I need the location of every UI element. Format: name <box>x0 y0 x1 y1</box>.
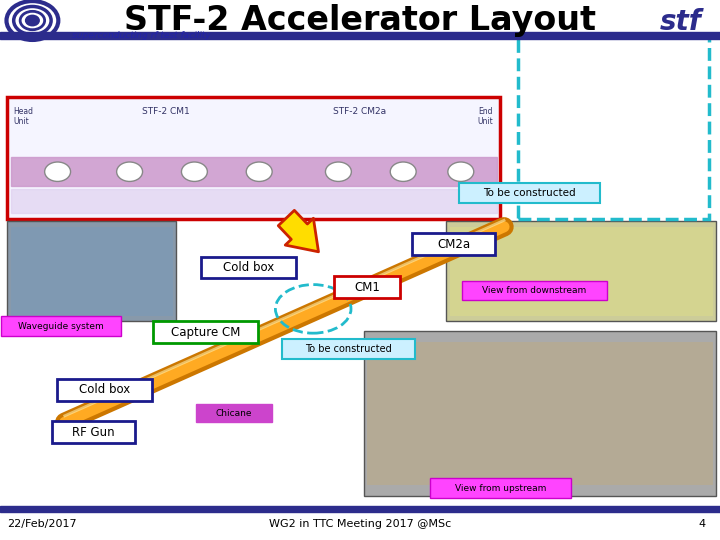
FancyBboxPatch shape <box>57 379 152 401</box>
Circle shape <box>390 162 416 181</box>
Text: To be constructed: To be constructed <box>483 188 575 198</box>
FancyBboxPatch shape <box>430 478 571 498</box>
Text: STF-2 CM2a: STF-2 CM2a <box>333 107 387 116</box>
Bar <box>367 342 713 485</box>
FancyBboxPatch shape <box>7 97 500 219</box>
Circle shape <box>117 162 143 181</box>
FancyBboxPatch shape <box>1 316 121 336</box>
FancyBboxPatch shape <box>201 256 296 278</box>
Text: 22/Feb/2017: 22/Feb/2017 <box>7 519 77 529</box>
Text: Cold box: Cold box <box>78 383 130 396</box>
Text: STF-2 Accelerator Layout: STF-2 Accelerator Layout <box>124 4 596 37</box>
Text: End
Unit: End Unit <box>477 107 493 126</box>
Bar <box>450 227 713 316</box>
Text: Chicane: Chicane <box>216 409 252 417</box>
Text: WG2 in TTC Meeting 2017 @MSc: WG2 in TTC Meeting 2017 @MSc <box>269 519 451 529</box>
Text: Capture CM: Capture CM <box>171 326 240 339</box>
Text: Waveguide system: Waveguide system <box>18 322 104 330</box>
Text: 4: 4 <box>698 519 706 529</box>
Bar <box>446 221 716 321</box>
FancyArrowPatch shape <box>278 211 318 252</box>
FancyBboxPatch shape <box>153 321 258 343</box>
FancyBboxPatch shape <box>196 404 272 422</box>
Circle shape <box>246 162 272 181</box>
Circle shape <box>181 162 207 181</box>
Circle shape <box>26 16 39 25</box>
Bar <box>364 331 716 496</box>
Bar <box>0 506 720 512</box>
FancyBboxPatch shape <box>459 183 600 202</box>
Text: CM1: CM1 <box>354 281 380 294</box>
FancyBboxPatch shape <box>334 276 400 298</box>
Bar <box>7 221 176 321</box>
FancyBboxPatch shape <box>282 339 415 359</box>
Bar <box>11 157 497 186</box>
FancyBboxPatch shape <box>462 281 606 300</box>
Text: STF-2 CM1: STF-2 CM1 <box>142 107 189 116</box>
Text: stf: stf <box>660 8 701 36</box>
Text: RF Gun: RF Gun <box>72 426 115 438</box>
Bar <box>11 227 173 316</box>
Text: superconducting rf test facility: superconducting rf test facility <box>72 31 210 40</box>
FancyBboxPatch shape <box>412 233 495 255</box>
Circle shape <box>45 162 71 181</box>
Text: CM2a: CM2a <box>437 238 470 251</box>
Text: To be constructed: To be constructed <box>305 344 392 354</box>
Circle shape <box>448 162 474 181</box>
Bar <box>0 32 720 39</box>
Text: Cold box: Cold box <box>222 261 274 274</box>
Text: View from downstream: View from downstream <box>482 286 586 295</box>
FancyBboxPatch shape <box>52 421 135 443</box>
Bar <box>11 189 497 213</box>
Text: View from upstream: View from upstream <box>455 484 546 492</box>
Text: Head
Unit: Head Unit <box>13 107 33 126</box>
Circle shape <box>325 162 351 181</box>
